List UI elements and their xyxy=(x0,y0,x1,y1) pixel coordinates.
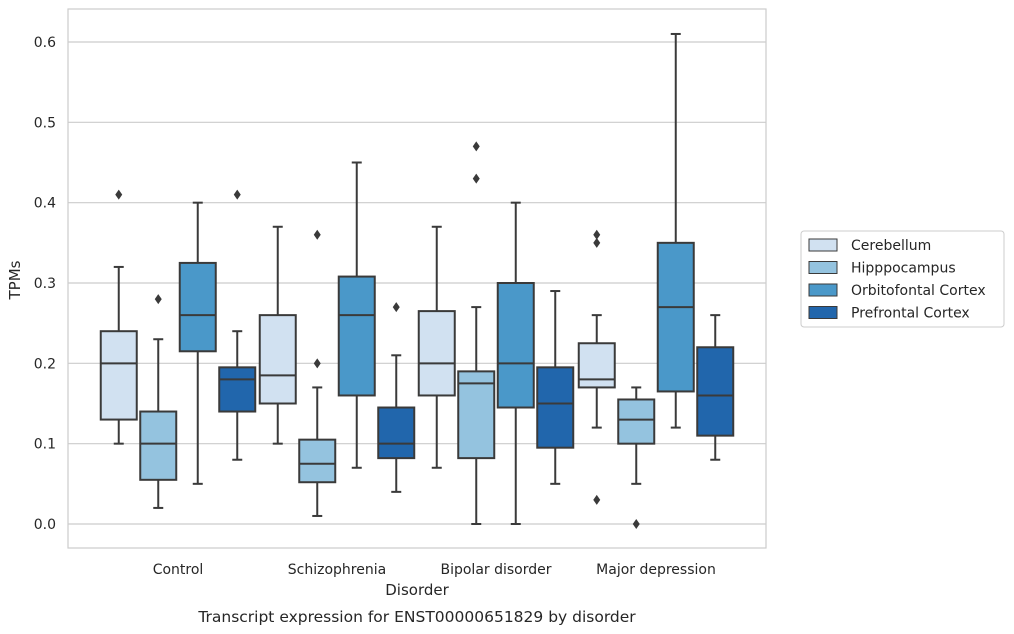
legend-label: Orbitofontal Cortex xyxy=(851,283,986,299)
outlier-point xyxy=(233,189,241,200)
y-tick-label: 0.2 xyxy=(34,356,56,372)
box-iqr xyxy=(99,330,138,421)
legend-swatch xyxy=(808,283,838,297)
box-iqr xyxy=(656,241,695,393)
legend: Cerebellum Hipppocampus Orbitofontal Corte… xyxy=(800,230,1005,328)
outlier-point xyxy=(472,173,480,184)
box-iqr xyxy=(218,366,257,413)
legend-swatch xyxy=(808,238,838,252)
chart-caption: Transcript expression for ENST0000065182… xyxy=(197,608,636,626)
legend-frame xyxy=(800,230,1005,328)
x-tick-label: Bipolar disorder xyxy=(440,562,551,578)
outlier-point xyxy=(115,189,123,200)
outlier-point xyxy=(472,141,480,152)
x-tick-label: Schizophrenia xyxy=(288,562,386,578)
y-tick-label: 0.5 xyxy=(34,115,56,131)
box-group xyxy=(178,201,217,485)
legend-label: Cerebellum xyxy=(851,238,931,254)
box-iqr xyxy=(577,342,616,389)
box-group xyxy=(258,225,297,445)
y-tick-label: 0.1 xyxy=(34,437,56,453)
outlier-point xyxy=(632,519,640,529)
y-tick-label: 0.0 xyxy=(34,517,56,533)
outlier-point xyxy=(593,229,601,240)
y-tick-label: 0.4 xyxy=(34,196,56,212)
box-iqr xyxy=(496,282,535,409)
box-iqr xyxy=(377,406,416,460)
x-axis-title: Disorder xyxy=(385,581,449,599)
box-group xyxy=(617,386,656,529)
outlier-point xyxy=(313,229,321,240)
y-axis-title: TPMs xyxy=(6,260,24,300)
y-tick-label: 0.3 xyxy=(34,276,56,292)
legend-label: Hipppocampus xyxy=(851,261,956,277)
box-iqr xyxy=(298,438,337,484)
x-tick-labels: Control Schizophrenia Bipolar disorder Majo… xyxy=(153,562,716,578)
box-group xyxy=(298,229,337,517)
box-group xyxy=(218,189,257,461)
box-iqr xyxy=(337,275,376,397)
box-group xyxy=(577,229,616,505)
box-iqr xyxy=(258,314,297,405)
outlier-point xyxy=(154,294,162,305)
box-iqr xyxy=(696,346,735,437)
outlier-point xyxy=(593,494,601,505)
legend-label: Prefrontal Cortex xyxy=(851,306,970,322)
box-iqr xyxy=(536,366,575,449)
y-tick-labels: 0.0 0.1 0.2 0.3 0.4 0.5 0.6 xyxy=(34,35,56,533)
box-group xyxy=(536,290,575,485)
legend-swatch xyxy=(808,261,838,274)
outlier-point xyxy=(313,358,321,369)
boxes xyxy=(99,32,735,529)
legend-swatch xyxy=(808,306,838,319)
box-group xyxy=(696,314,735,461)
outlier-point xyxy=(593,237,601,248)
y-tick-label: 0.6 xyxy=(34,35,56,51)
box-group xyxy=(417,225,456,469)
outlier-point xyxy=(392,302,400,313)
box-group xyxy=(457,141,496,525)
box-iqr xyxy=(457,370,496,460)
box-iqr xyxy=(617,398,656,445)
box-group xyxy=(656,32,695,429)
box-group xyxy=(496,201,535,525)
box-iqr xyxy=(178,261,217,353)
box-iqr xyxy=(139,410,178,481)
x-tick-label: Control xyxy=(153,562,204,578)
x-tick-label: Major depression xyxy=(596,562,716,578)
box-group xyxy=(377,302,416,493)
box-group xyxy=(337,161,376,469)
box-iqr xyxy=(417,310,456,397)
box-group xyxy=(139,294,178,509)
box-group xyxy=(99,189,138,445)
plot-frame xyxy=(67,8,767,549)
